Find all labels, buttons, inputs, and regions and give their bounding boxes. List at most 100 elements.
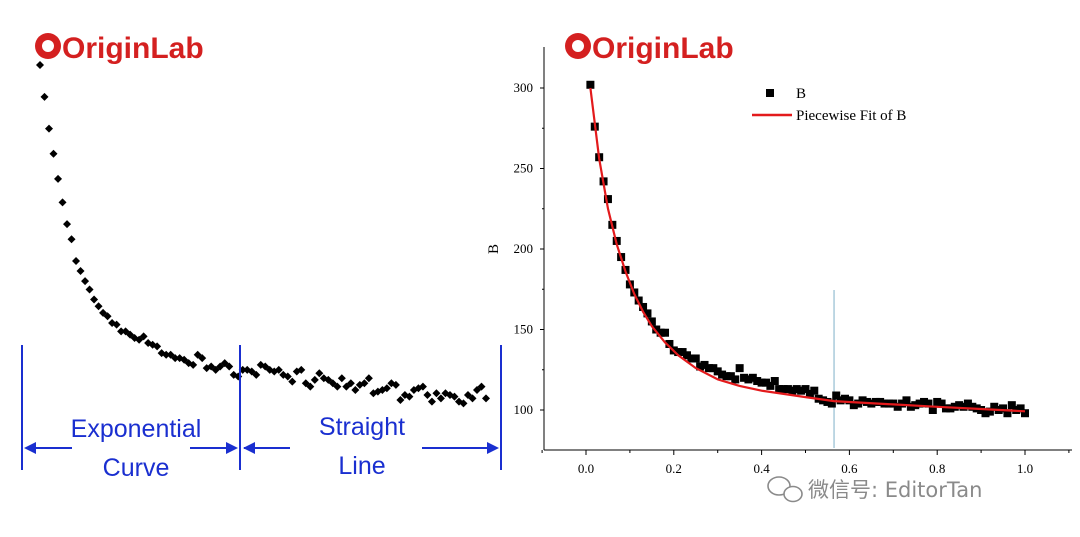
left-data-point — [103, 312, 112, 321]
left-data-point — [337, 374, 346, 383]
arrowhead-2 — [226, 442, 238, 454]
right-scatter-points — [586, 80, 1029, 418]
left-data-point — [36, 61, 44, 69]
left-data-point — [40, 92, 49, 101]
right-data-point — [832, 391, 841, 400]
right-data-point — [779, 385, 788, 394]
logo-text-left: OriginLab — [62, 32, 204, 65]
right-data-point — [959, 402, 968, 411]
left-data-point — [274, 365, 283, 374]
right-data-point — [941, 404, 950, 413]
left-data-point — [382, 384, 391, 393]
label-curve: Curve — [103, 454, 170, 482]
left-data-point — [81, 277, 90, 286]
right-data-point — [871, 397, 880, 406]
right-data-point — [792, 385, 801, 394]
left-data-point — [153, 342, 162, 351]
right-data-point — [924, 399, 933, 408]
right-data-point — [836, 396, 845, 405]
legend: B Piecewise Fit of B — [752, 86, 906, 124]
right-data-point — [788, 386, 797, 395]
right-data-point — [731, 375, 740, 384]
x-tick-label: 1.0 — [1017, 461, 1033, 476]
right-data-point — [661, 328, 670, 337]
right-data-point — [841, 394, 850, 403]
right-data-point — [682, 351, 691, 360]
right-data-point — [797, 386, 806, 395]
left-data-point — [54, 174, 63, 183]
right-data-point — [726, 372, 735, 381]
left-data-point — [117, 327, 126, 336]
left-scatter-points — [36, 61, 490, 408]
right-data-point — [696, 362, 705, 371]
y-tick-label: 250 — [514, 161, 534, 176]
left-data-point — [162, 350, 171, 359]
right-data-point — [665, 339, 674, 348]
right-data-point — [687, 354, 696, 363]
right-data-point — [766, 381, 775, 390]
left-data-point — [364, 374, 373, 383]
left-data-point — [310, 375, 319, 384]
left-data-point — [297, 365, 306, 374]
left-data-point — [450, 392, 459, 401]
right-data-point — [709, 364, 718, 373]
left-data-point — [49, 149, 58, 158]
legend-marker-b — [766, 89, 774, 97]
x-ticks: 0.0 0.2 0.4 0.6 0.8 1.0 — [541, 450, 1070, 476]
right-data-point — [920, 397, 929, 406]
right-data-point — [999, 404, 1008, 413]
right-data-point — [858, 396, 867, 405]
left-data-point — [306, 382, 315, 391]
right-data-point — [713, 367, 722, 376]
watermark: 微信号: EditorTan — [767, 476, 982, 503]
label-line: Line — [338, 452, 385, 480]
left-data-point — [405, 392, 414, 401]
right-data-point — [757, 378, 766, 387]
left-data-point — [459, 399, 468, 408]
left-data-point — [112, 320, 121, 329]
x-tick-label: 0.2 — [666, 461, 682, 476]
right-data-point — [933, 397, 942, 406]
left-data-point — [63, 220, 72, 229]
left-data-point — [423, 390, 432, 399]
left-data-point — [72, 256, 81, 265]
left-data-point — [139, 332, 148, 341]
left-data-point — [45, 124, 54, 133]
right-data-point — [963, 399, 972, 408]
right-data-point — [915, 399, 924, 408]
left-data-point — [418, 382, 427, 391]
left-data-point — [482, 394, 490, 403]
fit-line — [589, 87, 1026, 413]
right-data-point — [722, 372, 731, 381]
right-data-point — [902, 396, 911, 405]
left-data-point — [198, 354, 207, 363]
left-data-point — [67, 235, 76, 244]
right-data-point — [656, 328, 665, 337]
right-data-point — [748, 373, 757, 382]
label-exponential: Exponential — [71, 415, 202, 443]
originlab-logo-right: OriginLab — [565, 32, 734, 65]
right-data-point — [805, 389, 814, 398]
right-data-point — [937, 399, 946, 408]
left-data-point — [76, 267, 85, 276]
right-data-point — [827, 399, 836, 408]
left-data-point — [315, 369, 324, 378]
arrowhead-4 — [487, 442, 499, 454]
left-data-point — [252, 370, 261, 379]
wechat-icon — [767, 476, 803, 503]
x-tick-label: 0.8 — [929, 461, 945, 476]
right-data-point — [968, 402, 977, 411]
left-data-point — [85, 285, 94, 294]
right-data-point — [845, 396, 854, 405]
left-data-point — [94, 302, 103, 311]
right-data-point — [718, 370, 727, 379]
left-data-point — [288, 377, 297, 386]
y-tick-label: 200 — [514, 241, 534, 256]
right-data-point — [770, 377, 779, 386]
right-data-point — [643, 309, 652, 318]
left-data-point — [351, 385, 360, 394]
x-tick-label: 0.6 — [841, 461, 858, 476]
left-data-point — [396, 396, 405, 404]
left-data-point — [468, 394, 477, 403]
